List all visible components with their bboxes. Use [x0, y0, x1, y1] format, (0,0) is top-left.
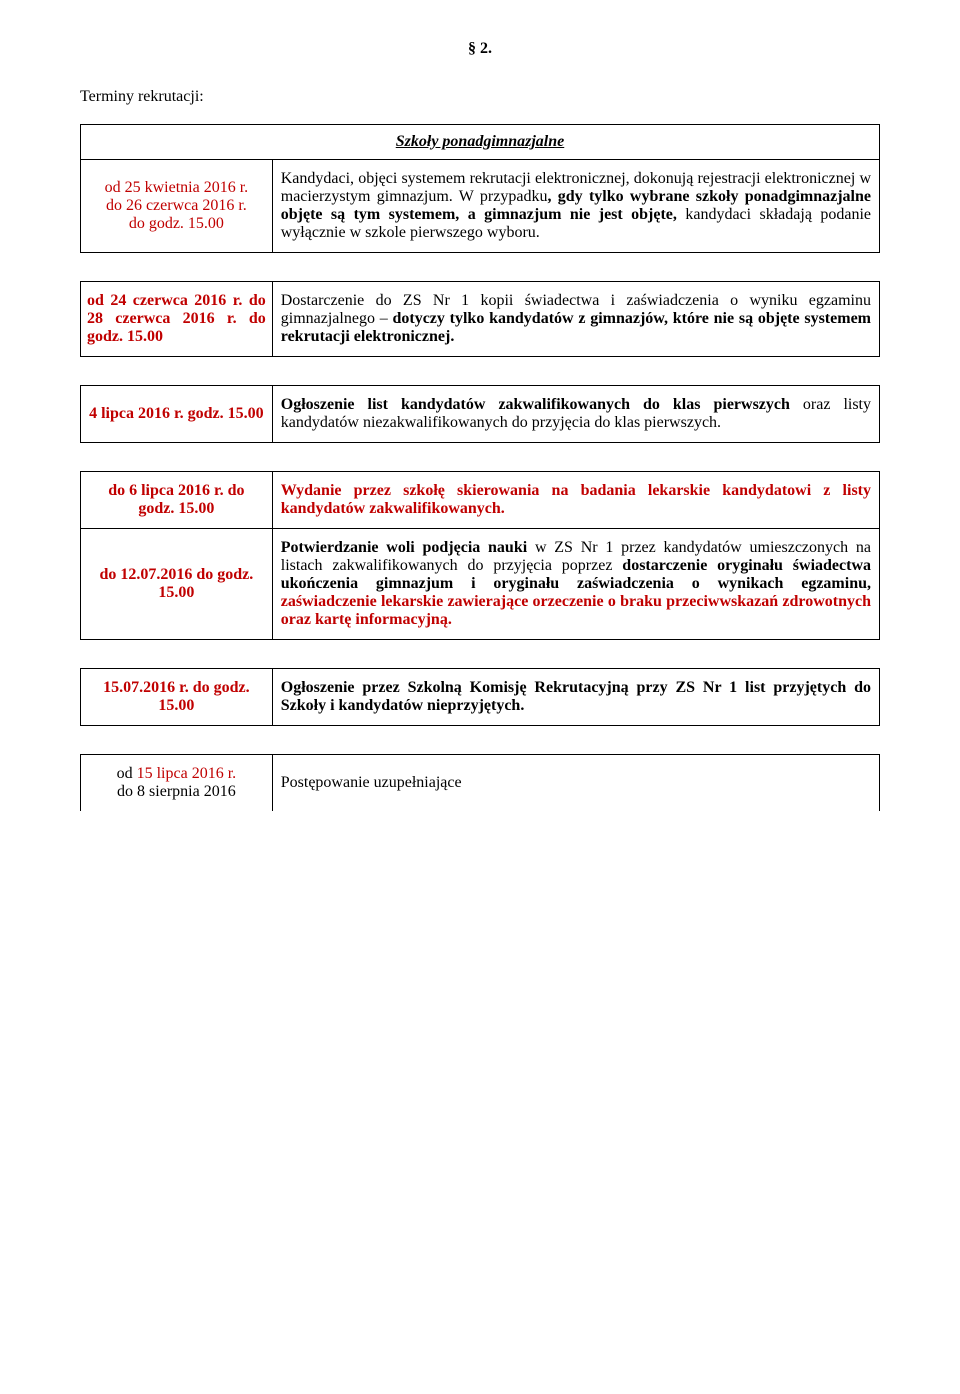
table-1-left: od 25 kwietnia 2016 r. do 26 czerwca 201…: [81, 160, 273, 253]
t1-l1: od 25 kwietnia 2016 r.: [105, 179, 249, 196]
t4r2-p4: zaświadczenie lekarskie zawierające orze…: [281, 593, 871, 610]
terminy-label: Terminy rekrutacji:: [80, 88, 880, 106]
t6-l1b: 15 lipca 2016 r.: [137, 765, 237, 782]
table-4-row2-right: Potwierdzanie woli podjęcia nauki w ZS N…: [272, 529, 879, 640]
table-4: do 6 lipca 2016 r. do godz. 15.00 Wydani…: [80, 471, 880, 640]
t4r2-p6: kartę informacyjną: [315, 611, 448, 628]
table-4-row2: do 12.07.2016 do godz. 15.00 Potwierdzan…: [81, 529, 880, 640]
table-3-left: 4 lipca 2016 r. godz. 15.00: [81, 386, 273, 443]
t4r2-p1: Potwierdzanie woli podjęcia nauki: [281, 539, 527, 556]
table-1-right: Kandydaci, objęci systemem rekrutacji el…: [272, 160, 879, 253]
t4r1-r: Wydanie przez szkołę skierowania na bada…: [281, 482, 871, 517]
table-6: od 15 lipca 2016 r. do 8 sierpnia 2016 P…: [80, 754, 880, 811]
table-1: Szkoły ponadgimnazjalne od 25 kwietnia 2…: [80, 124, 880, 253]
table-3-right: Ogłoszenie list kandydatów zakwalifikowa…: [272, 386, 879, 443]
table-2: od 24 czerwca 2016 r. do 28 czerwca 2016…: [80, 281, 880, 357]
table-5-right: Ogłoszenie przez Szkolną Komisję Rekruta…: [272, 669, 879, 726]
table-1-header: Szkoły ponadgimnazjalne: [81, 125, 880, 160]
table-2-right: Dostarczenie do ZS Nr 1 kopii świadectwa…: [272, 282, 879, 357]
table-1-header-row: Szkoły ponadgimnazjalne: [81, 125, 880, 160]
table-5-row: 15.07.2016 r. do godz. 15.00 Ogłoszenie …: [81, 669, 880, 726]
t5-r2: i kandydatów nieprzyjętych.: [326, 697, 524, 714]
t4r2-p7: .: [448, 611, 452, 628]
table-6-right: Postępowanie uzupełniające: [272, 755, 879, 812]
table-4-row1-left: do 6 lipca 2016 r. do godz. 15.00: [81, 472, 273, 529]
table-1-row: od 25 kwietnia 2016 r. do 26 czerwca 201…: [81, 160, 880, 253]
table-6-left: od 15 lipca 2016 r. do 8 sierpnia 2016: [81, 755, 273, 812]
t6-l2: do 8 sierpnia 2016: [117, 783, 236, 800]
table-3-row: 4 lipca 2016 r. godz. 15.00 Ogłoszenie l…: [81, 386, 880, 443]
t3-r1: Ogłoszenie list kandydatów zakwalifikowa…: [281, 396, 790, 413]
table-4-row2-left: do 12.07.2016 do godz. 15.00: [81, 529, 273, 640]
t1-l2: do 26 czerwca 2016 r.: [106, 197, 247, 214]
t4r2-p5: oraz: [281, 611, 315, 628]
table-3: 4 lipca 2016 r. godz. 15.00 Ogłoszenie l…: [80, 385, 880, 443]
t6-l1a: od: [117, 765, 137, 782]
table-6-row: od 15 lipca 2016 r. do 8 sierpnia 2016 P…: [81, 755, 880, 812]
table-4-row1: do 6 lipca 2016 r. do godz. 15.00 Wydani…: [81, 472, 880, 529]
section-number: § 2.: [80, 40, 880, 58]
t1-l3: do godz. 15.00: [129, 215, 224, 232]
table-2-left: od 24 czerwca 2016 r. do 28 czerwca 2016…: [81, 282, 273, 357]
table-4-row1-right: Wydanie przez szkołę skierowania na bada…: [272, 472, 879, 529]
table-5: 15.07.2016 r. do godz. 15.00 Ogłoszenie …: [80, 668, 880, 726]
table-5-left: 15.07.2016 r. do godz. 15.00: [81, 669, 273, 726]
table-2-row: od 24 czerwca 2016 r. do 28 czerwca 2016…: [81, 282, 880, 357]
